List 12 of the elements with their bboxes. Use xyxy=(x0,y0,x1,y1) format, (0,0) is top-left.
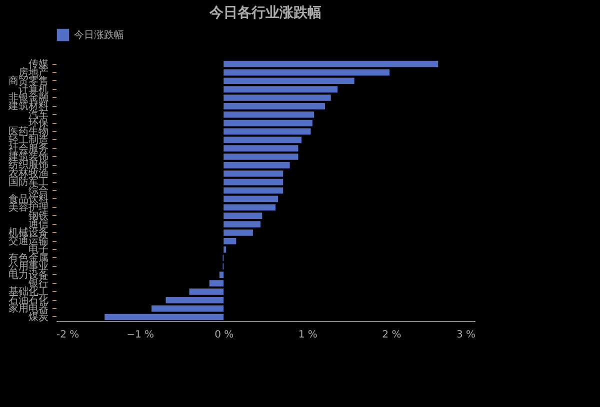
y-tick-label: 计算机 xyxy=(18,83,48,96)
x-tick-label: -2 % xyxy=(56,330,80,340)
x-tick-label: 1 % xyxy=(298,330,318,340)
x-tick-label: 2 % xyxy=(382,330,402,340)
y-tick-label: 食品饮料 xyxy=(8,192,48,205)
y-tick-label: 煤炭 xyxy=(28,310,48,323)
x-tick-label: 3 % xyxy=(456,330,476,340)
x-tick-label: −1 % xyxy=(126,330,154,340)
x-tick-label: 0 % xyxy=(214,330,234,340)
legend-label: 今日涨跌幅 xyxy=(74,29,124,41)
y-tick-label: 钢铁 xyxy=(28,210,48,222)
chart-title: 今日各行业涨跌幅 xyxy=(208,5,322,21)
